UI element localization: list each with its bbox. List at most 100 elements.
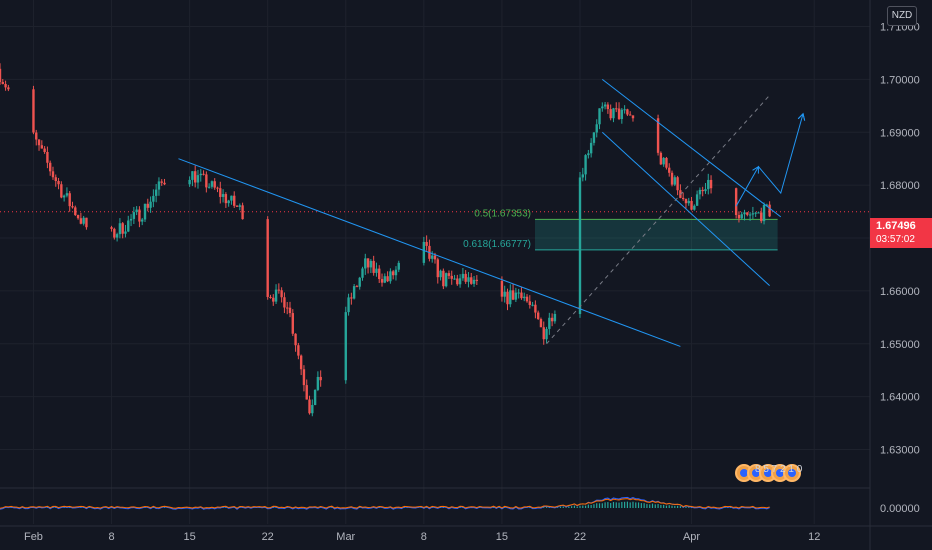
event-label: 8 5 7 2 1 0 bbox=[755, 464, 803, 475]
candle-body bbox=[350, 297, 353, 299]
candle-body bbox=[124, 231, 127, 234]
candle-body bbox=[525, 296, 529, 302]
candle-body bbox=[305, 385, 308, 400]
candle-body bbox=[361, 268, 364, 278]
candle-body bbox=[313, 389, 317, 405]
x-tick-label: 22 bbox=[574, 531, 586, 543]
candle-body bbox=[274, 289, 278, 302]
candle-body bbox=[620, 109, 624, 120]
trendline bbox=[601, 131, 770, 286]
candle-body bbox=[238, 205, 242, 207]
candle-body bbox=[760, 212, 763, 222]
candle-body bbox=[7, 87, 10, 90]
candle-body bbox=[286, 307, 289, 309]
event-flag-icon[interactable] bbox=[783, 464, 801, 482]
candle-body bbox=[386, 276, 389, 282]
candle-body bbox=[520, 292, 523, 299]
y-tick-label: 1.65000 bbox=[880, 339, 920, 351]
candle-body bbox=[74, 207, 77, 216]
candle-body bbox=[592, 132, 596, 143]
candle-body bbox=[62, 195, 66, 198]
candle-body bbox=[606, 104, 610, 110]
candle-body bbox=[213, 181, 216, 188]
candle-body bbox=[207, 186, 211, 188]
candle-body bbox=[35, 132, 38, 140]
candle-body bbox=[704, 189, 707, 192]
candle-body bbox=[701, 189, 704, 192]
x-tick-label: 8 bbox=[421, 531, 427, 543]
candle-body bbox=[656, 118, 660, 153]
candle-body bbox=[517, 292, 520, 294]
candle-body bbox=[743, 212, 746, 215]
candle-body bbox=[431, 255, 434, 259]
candle-body bbox=[623, 109, 626, 111]
candle-body bbox=[219, 188, 222, 197]
candle-body bbox=[241, 205, 244, 220]
y-tick-label: 1.69000 bbox=[880, 127, 920, 139]
x-tick-label: 22 bbox=[262, 531, 274, 543]
candle-body bbox=[589, 142, 593, 154]
candle-body bbox=[118, 223, 122, 235]
candle-body bbox=[545, 328, 548, 340]
candle-body bbox=[308, 399, 311, 414]
candle-body bbox=[542, 327, 545, 340]
candle-body bbox=[51, 171, 55, 178]
candle-body bbox=[439, 270, 442, 278]
candle-body bbox=[662, 157, 665, 165]
candle-body bbox=[511, 290, 515, 300]
candle-body bbox=[299, 355, 303, 370]
candle-body bbox=[230, 195, 233, 201]
candle-body bbox=[768, 204, 771, 217]
candle-body bbox=[383, 276, 387, 283]
candle-body bbox=[297, 345, 300, 356]
candle-body bbox=[146, 203, 149, 208]
candle-body bbox=[210, 181, 214, 187]
candle-body bbox=[709, 179, 713, 189]
candle-body bbox=[71, 206, 74, 208]
candle-body bbox=[76, 215, 80, 219]
y-tick-label: 1.64000 bbox=[880, 392, 920, 404]
candle-body bbox=[422, 241, 426, 263]
candle-body bbox=[202, 173, 205, 175]
candle-body bbox=[235, 205, 239, 207]
candle-body bbox=[707, 179, 710, 190]
candle-body bbox=[4, 83, 7, 88]
candle-body bbox=[154, 189, 158, 196]
candle-body bbox=[347, 297, 350, 313]
candle-body bbox=[129, 218, 133, 221]
candle-body bbox=[110, 227, 113, 229]
candle-body bbox=[734, 188, 738, 215]
candle-body bbox=[233, 195, 236, 206]
candle-body bbox=[464, 273, 467, 282]
candle-body bbox=[617, 108, 621, 120]
candle-body bbox=[302, 369, 306, 386]
candle-body bbox=[514, 292, 518, 300]
candle-body bbox=[344, 312, 347, 381]
x-tick-label: 12 bbox=[808, 531, 820, 543]
candle-body bbox=[550, 317, 554, 322]
candle-body bbox=[132, 212, 136, 219]
candle-body bbox=[687, 200, 690, 204]
candle-body bbox=[472, 279, 476, 284]
candle-body bbox=[595, 124, 598, 133]
currency-badge[interactable]: NZD bbox=[887, 6, 917, 26]
candle-body bbox=[1, 82, 4, 84]
y-tick-label: 1.70000 bbox=[880, 74, 920, 86]
candle-body bbox=[319, 376, 322, 381]
candle-body bbox=[65, 193, 69, 196]
candle-body bbox=[531, 304, 534, 306]
candle-body bbox=[391, 271, 395, 276]
candle-body bbox=[372, 260, 375, 273]
candle-body bbox=[48, 162, 52, 172]
macd-signal-line bbox=[0, 498, 770, 509]
candle-body bbox=[121, 223, 124, 234]
candle-body bbox=[389, 271, 392, 282]
fib-zone-fill bbox=[535, 219, 778, 250]
candle-body bbox=[698, 189, 702, 195]
bar-countdown: 03:57:02 bbox=[876, 234, 915, 245]
candle-body bbox=[695, 194, 699, 206]
economic-events[interactable]: 8 5 7 2 1 0 bbox=[735, 464, 815, 486]
projection-arrow bbox=[735, 113, 804, 207]
